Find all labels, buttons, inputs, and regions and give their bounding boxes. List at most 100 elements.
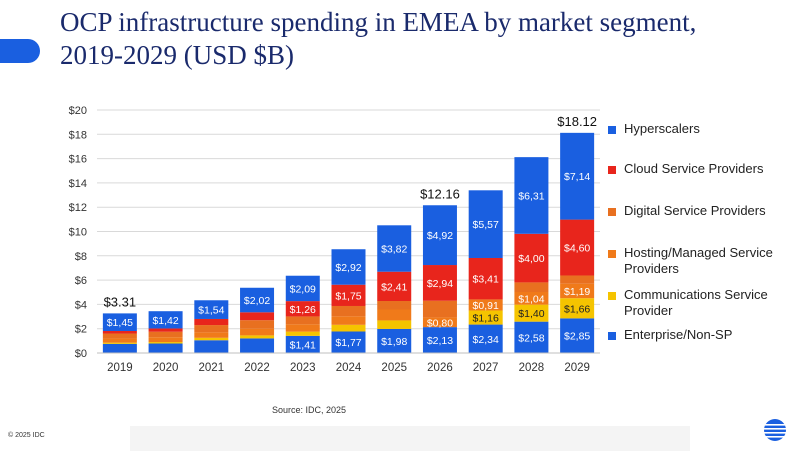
data-label: $2,02 xyxy=(244,295,270,307)
bar-segment xyxy=(468,257,503,300)
legend-swatch xyxy=(608,208,616,216)
copyright-text: © 2025 IDC xyxy=(8,432,45,439)
data-label: $5,57 xyxy=(473,219,499,231)
bar-segment xyxy=(194,300,229,319)
x-tick-label: 2029 xyxy=(564,362,590,374)
data-label: $3,41 xyxy=(473,274,499,286)
bar-segment xyxy=(285,331,320,336)
footer-strip xyxy=(130,426,690,451)
data-label: $4,60 xyxy=(564,243,590,255)
bar-segment xyxy=(331,324,366,332)
total-label: $12.16 xyxy=(420,186,460,201)
x-axis: 2019 2020 2021 2022 2023 2024 2025 2026 2027 2028… xyxy=(97,352,600,374)
bar-segment xyxy=(148,337,183,343)
bar-segment xyxy=(560,298,595,319)
source-note: Source: IDC, 2025 xyxy=(271,405,347,415)
bar-segment xyxy=(422,327,457,353)
y-axis: $0 $2 $4 $6 $8 $10 $12 $14 $16 $18 $20 xyxy=(69,105,87,360)
chart-bars: $1,41 $1,77 $1,98 $2,13 $2,34 $2,58 $2,85 $1,16… xyxy=(102,132,595,353)
data-label: $2,13 xyxy=(427,335,453,347)
y-tick-label: $16 xyxy=(69,154,87,166)
data-label: $1,41 xyxy=(290,339,316,351)
legend-label: Cloud Service Providers xyxy=(624,161,764,176)
idc-globe-icon xyxy=(764,419,786,441)
data-label: $2,85 xyxy=(564,331,590,343)
x-tick-label: 2021 xyxy=(199,362,225,374)
data-label: $2,92 xyxy=(335,262,361,274)
data-label: $1,40 xyxy=(518,308,544,320)
data-label: $0,80 xyxy=(427,317,453,329)
accent-bar xyxy=(0,39,40,63)
data-label: $4,00 xyxy=(518,253,544,265)
bar-segment xyxy=(240,320,275,329)
total-labels: $3.31 $12.16 $18.12 xyxy=(104,114,597,310)
bar-segment xyxy=(377,309,412,321)
bar-segment xyxy=(560,318,595,353)
legend-swatch xyxy=(608,250,616,258)
legend-swatch xyxy=(608,292,616,300)
data-label: $1,26 xyxy=(290,304,316,316)
y-tick-label: $6 xyxy=(75,275,87,287)
bar-segment xyxy=(377,328,412,353)
bar-segment xyxy=(240,338,275,353)
data-label: $7,14 xyxy=(564,171,590,183)
legend-label: Enterprise/Non-SP xyxy=(624,327,733,342)
bar-segment xyxy=(422,265,457,301)
data-label: $1,98 xyxy=(381,336,407,348)
bar-segment xyxy=(560,219,595,276)
bar-segment xyxy=(377,225,412,272)
bar-segment xyxy=(560,132,595,220)
y-tick-label: $14 xyxy=(69,178,87,190)
total-label: $3.31 xyxy=(104,294,137,309)
legend-label: Hosting/Managed Service Providers xyxy=(624,245,773,276)
bar-segment xyxy=(148,328,183,332)
bar-segment xyxy=(468,310,503,325)
legend-item-cloud-service-providers: Cloud Service Providers xyxy=(608,161,798,177)
y-tick-label: $2 xyxy=(75,324,87,336)
legend-item-enterprise-non-sp: Enterprise/Non-SP xyxy=(608,327,798,343)
data-label: $1,77 xyxy=(335,337,361,349)
bar-segment xyxy=(514,304,549,322)
bar-segment xyxy=(240,287,275,313)
x-tick-label: 2025 xyxy=(381,362,407,374)
data-label: $1,04 xyxy=(518,293,544,305)
legend-label: Digital Service Providers xyxy=(624,203,766,218)
data-label: $6,31 xyxy=(518,190,544,202)
bar-segment xyxy=(148,331,183,338)
y-tick-label: $0 xyxy=(75,348,87,360)
bar-segment xyxy=(331,249,366,285)
bar-segment xyxy=(285,316,320,325)
bar-segment xyxy=(194,325,229,333)
bar-segment xyxy=(285,301,320,317)
bar-segment xyxy=(514,233,549,283)
x-tick-label: 2023 xyxy=(290,362,316,374)
bar-segment xyxy=(102,333,137,339)
legend-item-hosting-managed-service-providers: Hosting/Managed Service Providers xyxy=(608,245,798,277)
legend-item-communications-service-provider: Communications Service Provider xyxy=(608,287,798,319)
x-tick-label: 2020 xyxy=(153,362,179,374)
bar-segment xyxy=(102,331,137,334)
bar-segment xyxy=(148,343,183,353)
bar-segment xyxy=(240,335,275,339)
legend-swatch xyxy=(608,332,616,340)
chart-legend: Hyperscalers Cloud Service Providers Dig… xyxy=(608,105,798,350)
bar-segment xyxy=(468,324,503,353)
legend-swatch xyxy=(608,126,616,134)
data-label: $2,34 xyxy=(473,334,499,346)
y-tick-label: $4 xyxy=(75,299,87,311)
bar-segment xyxy=(560,275,595,284)
x-tick-label: 2028 xyxy=(519,362,545,374)
bar-segment xyxy=(285,335,320,353)
bar-segment xyxy=(422,300,457,318)
legend-label: Hyperscalers xyxy=(624,121,700,136)
bar-segment xyxy=(514,292,549,305)
bar-segment xyxy=(102,342,137,344)
bar-segment xyxy=(194,318,229,326)
bar-segment xyxy=(194,332,229,338)
y-tick-label: $10 xyxy=(69,227,87,239)
bar-segment xyxy=(377,300,412,310)
bar-segment xyxy=(240,328,275,336)
x-tick-label: 2026 xyxy=(427,362,453,374)
bar-segment xyxy=(240,312,275,321)
bar-segment xyxy=(422,205,457,266)
